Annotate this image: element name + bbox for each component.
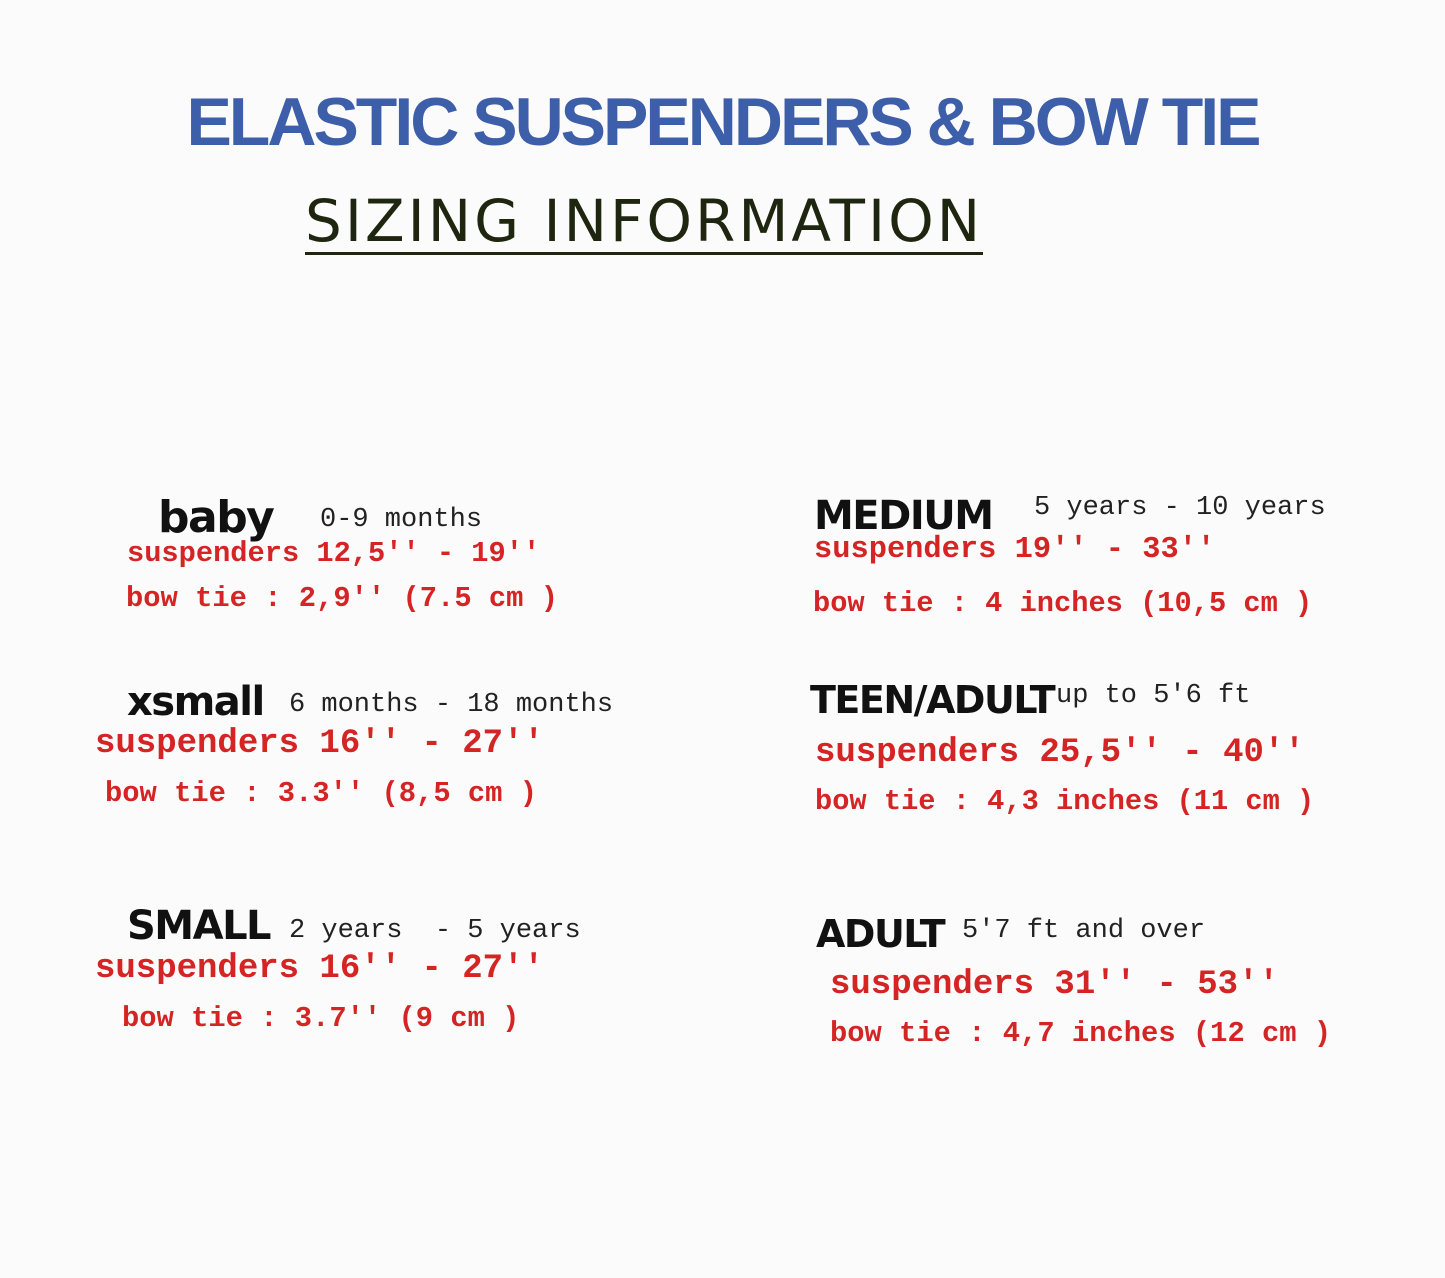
size-name-baby: baby bbox=[158, 492, 275, 543]
bow-tie-baby: bow tie : 2,9'' (7.5 cm ) bbox=[126, 582, 559, 615]
size-name-xsmall: xsmall bbox=[127, 679, 265, 725]
size-range-adult: 5'7 ft and over bbox=[962, 916, 1206, 946]
size-range-small: 2 years - 5 years bbox=[289, 916, 581, 946]
bow-tie-medium: bow tie : 4 inches (10,5 cm ) bbox=[813, 587, 1313, 620]
suspenders-teen-adult: suspenders 25,5'' - 40'' bbox=[815, 734, 1305, 772]
bow-tie-teen-adult: bow tie : 4,3 inches (11 cm ) bbox=[815, 785, 1315, 818]
size-range-xsmall: 6 months - 18 months bbox=[289, 690, 614, 720]
suspenders-medium: suspenders 19'' - 33'' bbox=[814, 533, 1216, 567]
suspenders-adult: suspenders 31'' - 53'' bbox=[830, 966, 1279, 1004]
size-range-baby: 0-9 months bbox=[320, 505, 483, 535]
bow-tie-small: bow tie : 3.7'' (9 cm ) bbox=[122, 1002, 520, 1035]
size-name-teen-adult: TEEN/ADULT bbox=[810, 678, 1056, 722]
size-name-small: SMALL bbox=[127, 903, 272, 949]
page-title: ELASTIC SUSPENDERS & BOW TIE bbox=[186, 84, 1261, 160]
size-range-teen-adult: up to 5'6 ft bbox=[1056, 681, 1251, 711]
size-range-medium: 5 years - 10 years bbox=[1034, 493, 1326, 523]
page-subtitle: SIZING INFORMATION bbox=[305, 187, 984, 255]
bow-tie-adult: bow tie : 4,7 inches (12 cm ) bbox=[830, 1017, 1332, 1050]
suspenders-small: suspenders 16'' - 27'' bbox=[95, 950, 544, 988]
bow-tie-xsmall: bow tie : 3.3'' (8,5 cm ) bbox=[105, 777, 538, 810]
size-name-adult: ADULT bbox=[816, 912, 946, 956]
suspenders-xsmall: suspenders 16'' - 27'' bbox=[95, 725, 544, 763]
suspenders-baby: suspenders 12,5'' - 19'' bbox=[127, 537, 541, 570]
size-name-medium: MEDIUM bbox=[814, 493, 994, 539]
